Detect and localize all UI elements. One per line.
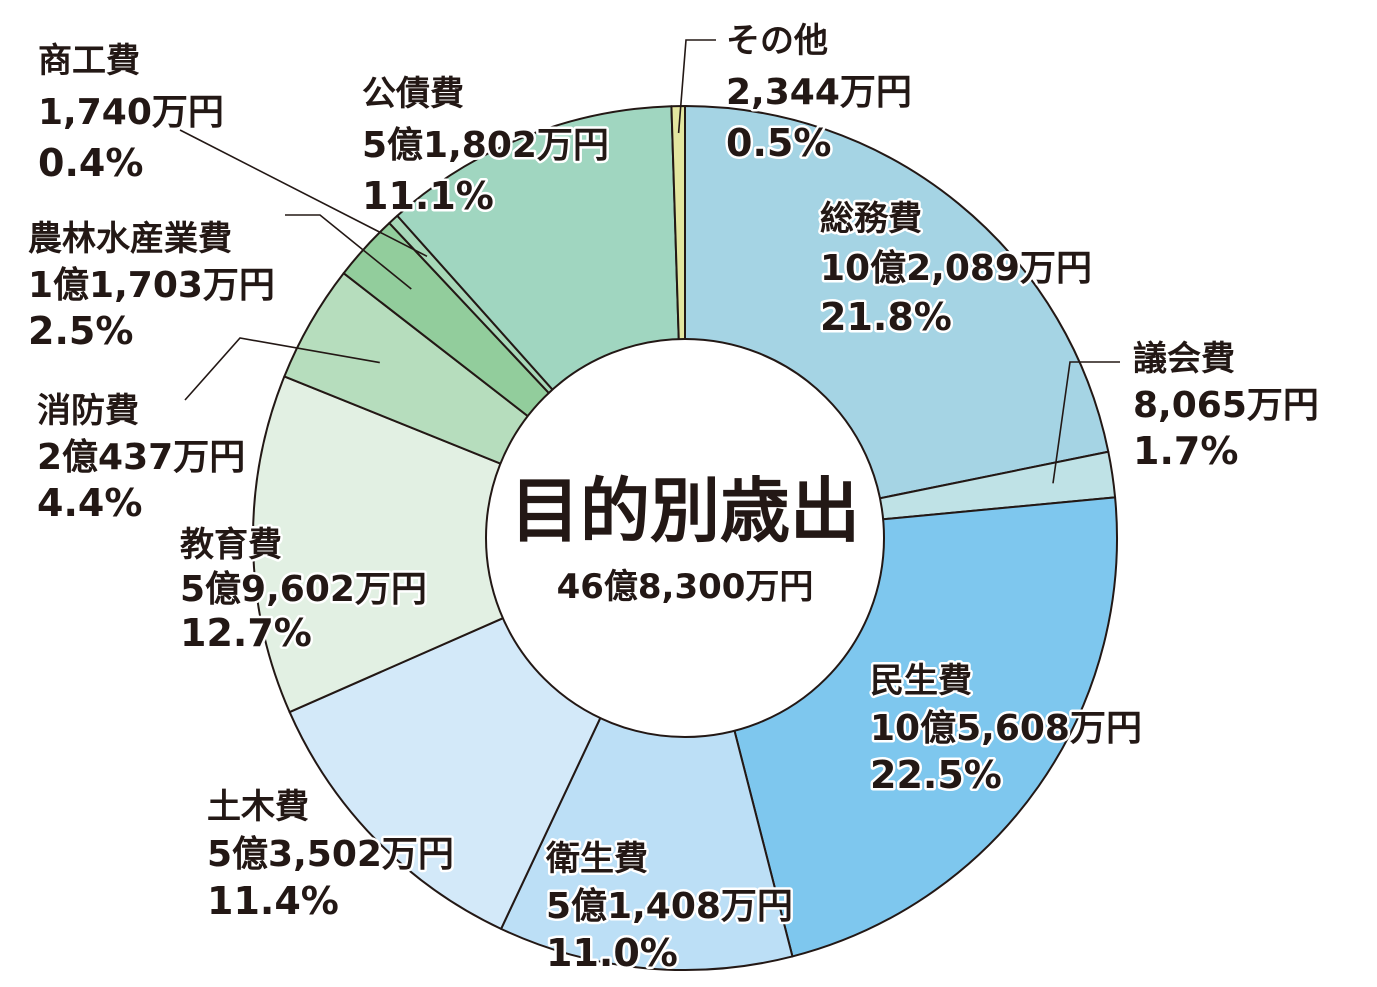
label-amount-shoko: 1,740万円: [38, 92, 224, 133]
label-percent-kosai: 11.1%: [362, 174, 494, 218]
label-percent-kyoiku: 12.7%: [180, 611, 312, 655]
label-percent-shobo: 4.4%: [37, 481, 142, 525]
label-name-kosai: 公債費: [362, 74, 464, 114]
label-name-somu: 総務費: [820, 199, 922, 239]
label-percent-sonota: 0.5%: [726, 121, 831, 165]
label-name-shobo: 消防費: [37, 391, 139, 431]
slice-label-somu: 総務費 10億2,089万円 21.8%: [818, 197, 1095, 342]
label-amount-shobo: 2億437万円: [37, 437, 245, 478]
leader-lines-group: [179, 39, 1120, 484]
leader-line-shobo: [184, 337, 380, 401]
slice-label-shoko: 商工費 1,740万円 0.4%: [36, 39, 227, 188]
label-percent-norin: 2.5%: [28, 309, 133, 353]
label-amount-doboku: 5億3,502万円: [207, 834, 454, 875]
label-percent-gikai: 1.7%: [1133, 429, 1238, 473]
leader-line-gikai: [1052, 361, 1120, 484]
label-amount-norin: 1億1,703万円: [28, 265, 275, 306]
label-name-norin: 農林水産業費: [28, 219, 232, 259]
chart-total: 46億8,300万円: [557, 567, 814, 607]
label-name-minsei: 民生費: [870, 661, 972, 701]
label-name-shoko: 商工費: [38, 41, 140, 81]
label-name-doboku: 土木費: [207, 787, 309, 827]
slice-label-sonota: その他 2,344万円 0.5%: [724, 19, 915, 168]
leader-line-shoko: [179, 129, 428, 258]
leader-line-sonota: [677, 39, 716, 134]
label-amount-minsei: 10億5,608万円: [870, 708, 1142, 749]
label-percent-doboku: 11.4%: [207, 879, 339, 923]
label-amount-sonota: 2,344万円: [726, 72, 912, 113]
label-name-kyoiku: 教育費: [180, 525, 282, 565]
label-percent-somu: 21.8%: [820, 295, 952, 339]
label-name-eisei: 衛生費: [545, 839, 648, 879]
label-percent-shoko: 0.4%: [38, 141, 143, 185]
slice-label-kosai: 公債費 5億1,802万円 11.1%: [360, 72, 612, 221]
label-amount-kosai: 5億1,802万円: [362, 125, 609, 166]
label-name-sonota: その他: [726, 21, 828, 61]
label-amount-kyoiku: 5億9,602万円: [180, 569, 427, 610]
leader-line-norin: [285, 214, 412, 290]
label-amount-eisei: 5億1,408万円: [546, 886, 793, 927]
label-percent-eisei: 11.0%: [546, 931, 678, 975]
center-hole: [485, 338, 885, 738]
pie-slice-eisei: [500, 537, 794, 971]
label-percent-minsei: 22.5%: [870, 753, 1002, 797]
label-amount-somu: 10億2,089万円: [820, 248, 1092, 289]
label-amount-gikai: 8,065万円: [1133, 385, 1319, 426]
pie-slice-kyoiku: [252, 375, 686, 714]
chart-title: 目的別歳出: [510, 470, 860, 552]
label-name-gikai: 議会費: [1133, 339, 1235, 379]
